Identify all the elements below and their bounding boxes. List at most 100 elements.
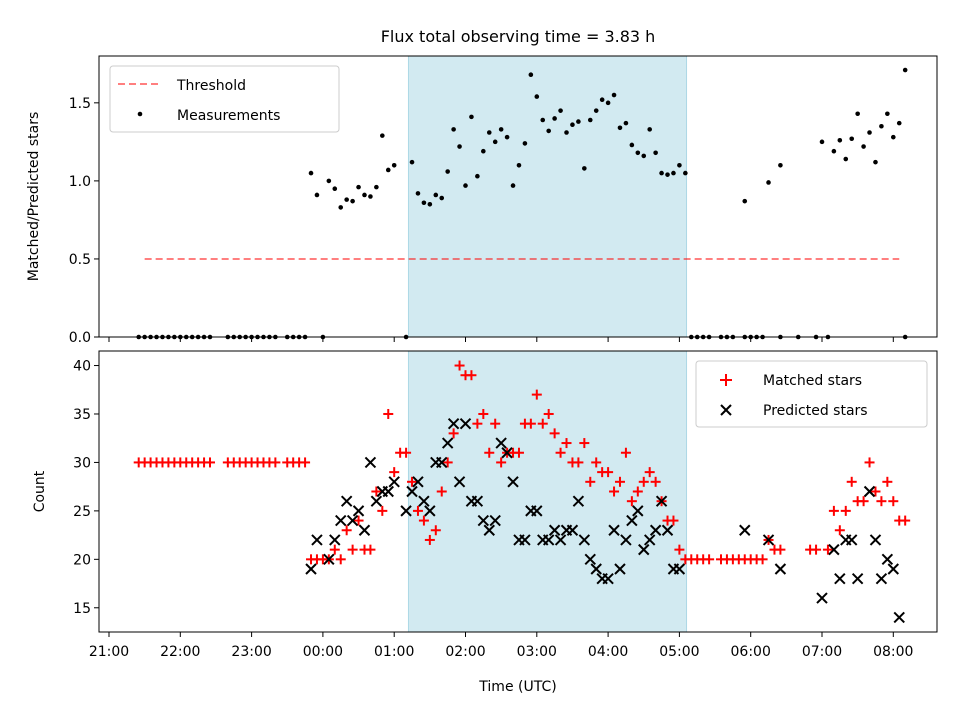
observing-window-shade-bottom: [407, 350, 688, 633]
matched-star-marker: [496, 457, 507, 468]
matched-star-marker: [650, 476, 661, 487]
measurement-point: [570, 122, 575, 127]
measurement-point: [653, 150, 658, 156]
measurement-point: [582, 166, 587, 171]
measurement-point: [314, 192, 320, 198]
predicted-star-marker: [649, 524, 662, 536]
measurement-point: [599, 97, 605, 103]
count-y-tick-label: 25: [73, 504, 91, 520]
x-axis-label: Time (UTC): [478, 679, 556, 695]
predicted-star-marker: [774, 563, 787, 575]
predicted-star-marker: [346, 514, 359, 527]
measurement-point: [362, 192, 367, 198]
measurement-point: [409, 159, 415, 165]
count-panel: 15 20 25 30 35 40 21:00 22:00 23:00 00:00 01:00 02…: [32, 350, 938, 695]
matched-star-marker: [822, 544, 833, 555]
x-tick-label: 22:00: [160, 644, 200, 660]
predicted-star-marker: [418, 495, 430, 507]
x-tick-label: 23:00: [231, 644, 271, 660]
measurement-point: [629, 142, 635, 148]
measurement-point: [516, 162, 522, 168]
predicted-star-marker: [483, 524, 495, 536]
measurement-point: [457, 144, 462, 149]
predicted-star-marker: [893, 611, 905, 624]
x-tick-label: 05:00: [659, 644, 699, 660]
predicted-star-marker: [632, 505, 644, 517]
measurement-point: [350, 198, 355, 204]
measurement-point: [843, 156, 849, 162]
measurement-point: [534, 94, 540, 99]
x-tick-label: 00:00: [303, 644, 343, 660]
measurement-point: [665, 172, 670, 177]
measurement-point: [855, 111, 860, 117]
measurement-point: [427, 202, 433, 207]
ratio-panel-frame: [98, 55, 938, 338]
x-tick-label: 04:00: [588, 644, 628, 660]
matched-star-marker: [407, 476, 418, 487]
predicted-star-marker: [542, 534, 555, 546]
measurement-point: [552, 116, 557, 121]
legend-measurements-swatch: [137, 111, 143, 117]
measurement-point: [647, 127, 652, 132]
predicted-star-marker: [863, 485, 876, 498]
matched-star-marker: [418, 515, 429, 526]
matched-star-marker: [840, 505, 851, 516]
matched-star-marker: [882, 476, 893, 487]
matched-star-marker: [900, 515, 911, 526]
matched-star-marker: [674, 544, 685, 555]
measurement-point: [433, 192, 439, 198]
ratio-y-tick-label: 1.0: [69, 174, 91, 190]
predicted-star-marker: [471, 495, 484, 507]
matched-star-marker: [430, 525, 441, 536]
matched-star-marker: [585, 476, 596, 487]
matched-star-marker: [531, 389, 542, 400]
measurement-point: [498, 127, 504, 132]
predicted-star-marker: [887, 563, 900, 575]
measurement-point: [683, 170, 688, 176]
matched-star-marker: [490, 418, 501, 429]
measurement-point: [463, 183, 468, 188]
measurement-point: [831, 148, 837, 154]
predicted-star-marker: [388, 476, 400, 488]
measurement-point: [837, 138, 843, 143]
predicted-star-marker: [453, 476, 466, 488]
matched-star-marker: [609, 486, 620, 497]
matched-star-marker: [371, 486, 382, 497]
matched-star-marker: [365, 544, 376, 555]
matched-star-marker: [513, 447, 524, 458]
matched-star-marker: [579, 438, 590, 449]
predicted-star-marker: [762, 534, 775, 546]
x-tick-label: 03:00: [517, 644, 557, 660]
count-panel-frame: [98, 350, 938, 633]
ratio-x-ticks: [108, 337, 894, 342]
ratio-y-tick-label: 0.5: [69, 252, 91, 268]
matched-star-marker: [757, 554, 768, 565]
observing-window-shade-top: [407, 55, 688, 338]
predicted-star-marker: [655, 495, 668, 507]
measurement-point: [861, 144, 866, 149]
measurement-point: [766, 180, 771, 185]
predicted-star-marker: [626, 514, 638, 527]
predicted-star-marker: [352, 505, 365, 517]
measurement-point: [605, 100, 611, 106]
matched-star-marker: [620, 447, 631, 458]
measurement-point: [439, 195, 445, 201]
matched-star-marker: [300, 457, 311, 468]
matched-star-marker: [555, 447, 566, 458]
measurement-point: [867, 130, 872, 135]
matched-star-marker: [377, 505, 388, 516]
measurement-point: [742, 198, 748, 204]
predicted-star-marker: [554, 534, 567, 546]
predicted-star-marker: [477, 514, 490, 527]
matched-star-marker: [270, 457, 281, 468]
predicted-star-marker: [851, 572, 864, 585]
matched-star-marker: [704, 554, 715, 565]
measurement-point: [445, 169, 450, 174]
matched-star-marker: [478, 408, 489, 419]
matched-star-marker: [436, 486, 447, 497]
predicted-star-marker: [507, 476, 519, 488]
predicted-star-marker: [495, 437, 507, 449]
matched-star-marker: [525, 418, 536, 429]
chart-title: Flux total observing time = 3.83 h: [381, 27, 656, 46]
predicted-star-marker: [311, 534, 323, 546]
